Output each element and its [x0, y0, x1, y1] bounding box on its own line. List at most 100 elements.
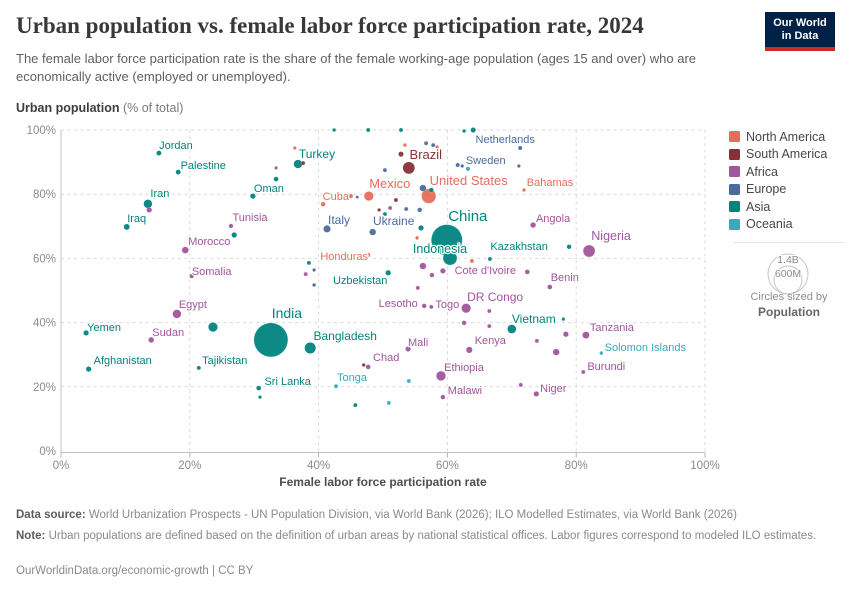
data-point-kazakhstan[interactable]	[566, 244, 572, 250]
owid-logo[interactable]: Our World in Data	[765, 12, 835, 51]
country-label[interactable]: Turkey	[298, 146, 337, 163]
country-label[interactable]: Mali	[407, 336, 430, 351]
country-label[interactable]: Jordan	[158, 139, 194, 154]
country-label[interactable]: Netherlands	[474, 133, 536, 148]
country-label[interactable]: Tunisia	[231, 211, 269, 226]
data-point-angola[interactable]	[530, 221, 537, 229]
data-point[interactable]	[408, 300, 413, 305]
data-point[interactable]	[430, 142, 436, 148]
country-label[interactable]: Iran	[149, 187, 170, 202]
data-point[interactable]	[552, 348, 560, 356]
legend-item-north-america[interactable]: North America	[729, 128, 827, 146]
data-point[interactable]	[292, 146, 297, 150]
data-point[interactable]	[470, 127, 477, 133]
data-point[interactable]	[429, 272, 435, 278]
country-label[interactable]: Niger	[539, 382, 568, 397]
data-point[interactable]	[415, 235, 420, 240]
country-label[interactable]: Indonesia	[412, 241, 469, 258]
data-point-burundi[interactable]	[581, 369, 586, 375]
country-label[interactable]: Mexico	[368, 175, 412, 193]
data-point[interactable]	[403, 206, 409, 212]
data-point-cuba[interactable]	[348, 193, 354, 199]
data-point[interactable]	[465, 166, 471, 172]
country-label[interactable]: Vietnam	[511, 311, 557, 328]
data-point[interactable]	[418, 224, 424, 231]
data-point[interactable]	[258, 395, 262, 400]
data-point[interactable]	[518, 382, 524, 388]
data-point-vietnam[interactable]	[507, 324, 517, 334]
data-point-kenya[interactable]	[465, 346, 473, 354]
data-point-cote-d-ivoire[interactable]	[524, 269, 530, 275]
legend-item-asia[interactable]: Asia	[729, 198, 827, 216]
data-point[interactable]	[377, 207, 382, 212]
country-label[interactable]: Kenya	[473, 334, 508, 349]
data-point[interactable]	[387, 205, 393, 211]
data-point[interactable]	[419, 262, 427, 270]
data-point[interactable]	[303, 271, 308, 277]
data-point-yemen[interactable]	[83, 329, 90, 336]
data-point-netherlands[interactable]	[517, 145, 523, 151]
data-point-bangladesh[interactable]	[304, 342, 317, 354]
data-point[interactable]	[146, 206, 153, 213]
country-label[interactable]: Tanzania	[589, 321, 636, 336]
data-point-chad[interactable]	[365, 364, 371, 370]
data-point[interactable]	[355, 195, 359, 199]
data-point[interactable]	[423, 140, 429, 146]
country-label[interactable]: Sweden	[465, 154, 507, 169]
data-point[interactable]	[415, 285, 421, 291]
country-label[interactable]: Benin	[549, 271, 580, 286]
data-point[interactable]	[300, 160, 306, 166]
data-point[interactable]	[516, 164, 521, 168]
data-point-iraq[interactable]	[123, 223, 130, 231]
data-point[interactable]	[208, 322, 218, 333]
data-point-sri-lanka[interactable]	[256, 385, 262, 391]
country-label[interactable]: Bahamas	[526, 176, 575, 191]
data-point-morocco[interactable]	[181, 246, 189, 254]
data-point[interactable]	[461, 320, 467, 326]
data-point[interactable]	[382, 167, 388, 173]
country-label[interactable]: Italy	[327, 212, 352, 229]
data-point-tunisia[interactable]	[228, 223, 234, 229]
country-label[interactable]: Brazil	[408, 146, 443, 164]
data-point-honduras[interactable]	[365, 252, 371, 258]
data-point[interactable]	[231, 232, 238, 238]
data-point[interactable]	[393, 197, 399, 203]
data-point-lesotho[interactable]	[421, 303, 427, 309]
country-label[interactable]: Ukraine	[372, 213, 416, 230]
data-point-italy[interactable]	[323, 225, 331, 233]
country-label[interactable]: Kazakhstan	[489, 240, 549, 255]
legend-item-oceania[interactable]: Oceania	[729, 216, 827, 234]
data-point[interactable]	[462, 128, 467, 134]
country-label[interactable]: Solomon Islands	[603, 341, 687, 356]
data-point-benin[interactable]	[547, 284, 553, 290]
data-point-sweden[interactable]	[455, 162, 461, 168]
data-point-niger[interactable]	[533, 390, 540, 397]
country-label[interactable]: Chad	[372, 351, 401, 366]
data-point[interactable]	[398, 151, 404, 157]
data-point[interactable]	[361, 363, 366, 367]
data-point[interactable]	[306, 260, 312, 266]
data-point[interactable]	[312, 268, 317, 272]
country-label[interactable]: United States	[428, 172, 509, 190]
country-label[interactable]: Tonga	[336, 371, 369, 386]
country-label[interactable]: Sudan	[151, 326, 185, 341]
data-point[interactable]	[274, 165, 279, 170]
country-label[interactable]: Egypt	[178, 298, 209, 313]
data-point[interactable]	[320, 201, 326, 207]
data-point[interactable]	[382, 211, 388, 217]
country-label[interactable]: Nigeria	[590, 228, 632, 245]
country-label[interactable]: Iraq	[126, 212, 147, 227]
data-point[interactable]	[365, 127, 371, 133]
data-point-jordan[interactable]	[156, 150, 162, 156]
data-point-tonga[interactable]	[333, 383, 339, 389]
country-label[interactable]: Uzbekistan	[332, 274, 389, 289]
data-point-togo[interactable]	[429, 304, 434, 310]
country-label[interactable]: Afghanistan	[92, 354, 153, 369]
data-point[interactable]	[561, 317, 566, 322]
data-point[interactable]	[419, 184, 427, 192]
country-label[interactable]: Honduras	[319, 250, 370, 265]
data-point[interactable]	[469, 258, 475, 264]
data-point-palestine[interactable]	[175, 169, 181, 175]
data-point-tanzania[interactable]	[582, 331, 590, 339]
